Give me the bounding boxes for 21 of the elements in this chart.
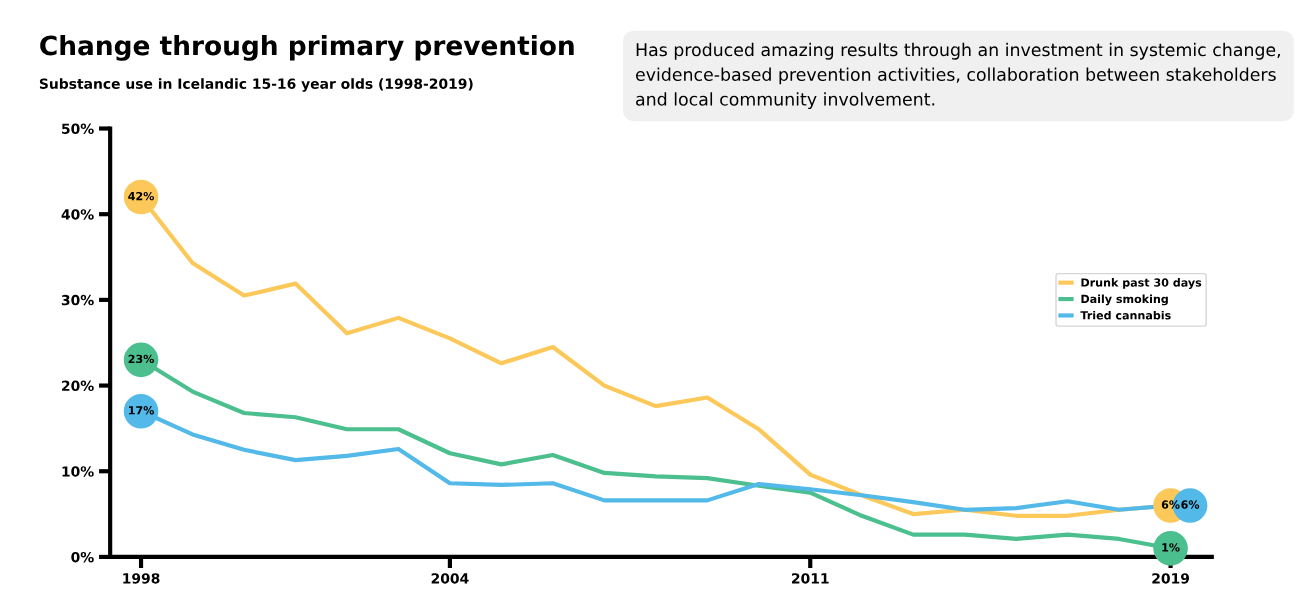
data-label: 1%: [1162, 543, 1180, 552]
x-tick-label: 2019: [1152, 573, 1190, 584]
x-tick-label: 1998: [123, 573, 160, 584]
data-label: 6%: [1181, 500, 1200, 509]
y-tick-label: 20%: [62, 380, 94, 392]
legend-label: Daily smoking: [1081, 294, 1168, 306]
x-tick-label: 2004: [431, 573, 469, 584]
y-tick-label: 40%: [61, 209, 94, 220]
y-tick-label: 50%: [62, 123, 94, 134]
data-label: 42%: [128, 191, 154, 201]
chart-subtitle: Substance use in Icelandic 15-16 year olds (1998-2019): [39, 78, 473, 92]
y-tick-label: 10%: [62, 466, 94, 477]
data-label: 17%: [129, 406, 154, 415]
chart-title: Change through primary prevention: [40, 35, 574, 61]
legend-label: Tried cannabis: [1080, 310, 1171, 320]
text: Has produced amazing results through an investment in systemic change, evidence-based prevention activities, collaboration between stakeholders and local community involvement.: [636, 42, 1280, 110]
y-tick-label: 0%: [71, 551, 94, 563]
y-tick-label: 30%: [61, 294, 94, 306]
x-tick-label: 2011: [792, 573, 829, 584]
data-label: 23%: [128, 354, 154, 364]
legend-label: Drunk past 30 days: [1081, 278, 1202, 289]
